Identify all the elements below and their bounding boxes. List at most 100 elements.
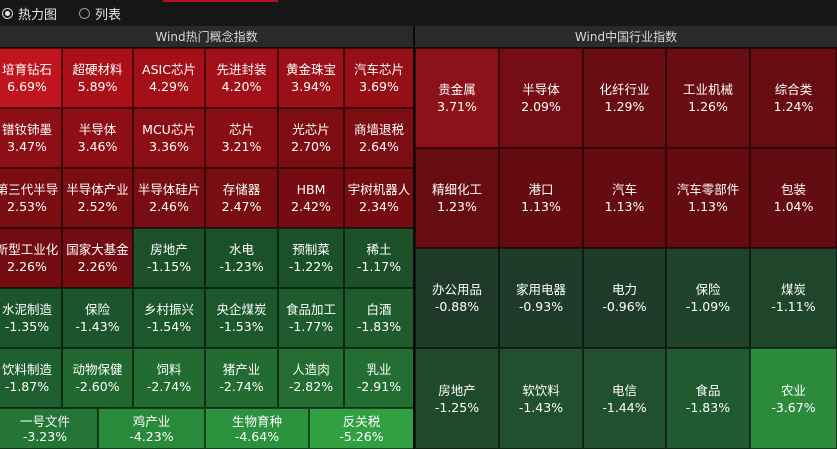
heatmap-tile[interactable]: 动物保健 -2.60% [62,348,133,408]
heatmap-tile[interactable]: 预制菜 -1.22% [278,228,344,288]
heatmap-tile[interactable]: 电力 -0.96% [583,248,666,348]
heatmap-tile[interactable]: 半导体 2.09% [499,48,583,148]
heatmap-tile[interactable]: 水电 -1.23% [205,228,278,288]
tile-name: 生物育种 [231,413,282,429]
tile-name: 光芯片 [292,122,330,137]
heatmap-tile[interactable]: 办公用品 -0.88% [415,248,499,348]
heatmap-tile[interactable]: 食品加工 -1.77% [278,288,344,348]
heatmap-tile[interactable]: 鸡产业 -4.23% [98,408,205,449]
tile-change: 3.47% [7,139,47,154]
tile-change: 1.23% [437,199,477,214]
heatmap-tile[interactable]: 超硬材料 5.89% [62,48,133,108]
right-panel-title: Wind中国行业指数 [415,26,837,48]
tile-name: 农业 [780,382,806,398]
heatmap-tile[interactable]: 包装 1.04% [750,148,837,248]
heatmap-tile[interactable]: 半导体 3.46% [62,108,133,168]
tile-name: 宇树机器人 [347,182,411,197]
tile-change: -4.23% [129,428,174,444]
heatmap-tile[interactable]: 猪产业 -2.74% [205,348,278,408]
heatmap-tile[interactable]: 商墙退税 2.64% [344,108,414,168]
heatmap-tile[interactable]: 水泥制造 -1.35% [0,288,62,348]
heatmap-tile[interactable]: 家用电器 -0.93% [499,248,583,348]
heatmap-tile[interactable]: 精细化工 1.23% [415,148,499,248]
tile-change: 2.52% [77,199,118,214]
tile-name: 一号文件 [19,413,70,429]
tile-change: 6.69% [7,79,47,94]
tile-name: 动物保健 [72,362,123,377]
heatmap-tile[interactable]: 保险 -1.09% [666,248,750,348]
heatmap-tile[interactable]: 房地产 -1.25% [415,348,499,449]
list-radio-label: 列表 [95,7,122,23]
heatmap-tile[interactable]: MCU芯片 3.36% [133,108,205,168]
heatmap-tile[interactable]: 半导体硅片 2.46% [133,168,205,228]
heatmap-tile[interactable]: 房地产 -1.15% [133,228,205,288]
heatmap-tile[interactable]: 镨钕铈墨 3.47% [0,108,62,168]
heatmap-tile[interactable]: 贵金属 3.71% [415,48,499,148]
heatmap-tile[interactable]: 汽车芯片 3.69% [344,48,414,108]
heatmap-tile[interactable]: 保险 -1.43% [62,288,133,348]
heatmap-tile[interactable]: 食品 -1.83% [666,348,750,449]
heatmap-tile[interactable]: 人造肉 -2.82% [278,348,344,408]
tile-change: -1.22% [288,259,334,274]
heatmap-tile[interactable]: 电信 -1.44% [583,348,666,449]
heatmap-tile[interactable]: 芯片 3.21% [205,108,278,168]
heatmap-tile[interactable]: 半导体产业 2.52% [62,168,133,228]
heatmap-tile[interactable]: 光芯片 2.70% [278,108,344,168]
tile-change: -2.91% [356,379,402,394]
heatmap-tile[interactable]: 综合类 1.24% [750,48,837,148]
heatmap-tile[interactable]: 乳业 -2.91% [344,348,414,408]
heatmap-tile[interactable]: ASIC芯片 4.29% [133,48,205,108]
heatmap-tile[interactable]: 乡村振兴 -1.54% [133,288,205,348]
heatmap-tile[interactable]: 一号文件 -3.23% [0,408,98,449]
tile-name: ASIC芯片 [142,62,196,77]
tile-name: 存储器 [222,182,261,197]
heatmap-radio[interactable]: 热力图 [2,5,57,23]
heatmap-tile[interactable]: 稀土 -1.17% [344,228,414,288]
tile-change: -2.74% [219,379,264,394]
list-radio[interactable]: 列表 [79,5,122,23]
heatmap-tile[interactable]: 第三代半导 2.53% [0,168,62,228]
heatmap-tile[interactable]: 煤炭 -1.11% [750,248,837,348]
tile-change: -2.60% [75,379,120,394]
heatmap-tile[interactable]: 白酒 -1.83% [344,288,414,348]
heatmap-tile[interactable]: 汽车 1.13% [583,148,666,248]
heatmap-tile[interactable]: 汽车零部件 1.13% [666,148,750,248]
heatmap-tile[interactable]: 央企煤炭 -1.53% [205,288,278,348]
tile-name: 软饮料 [522,382,560,398]
tile-change: -1.53% [219,319,264,334]
tile-name: 芯片 [228,122,254,137]
tile-name: 先进封装 [216,62,267,77]
tile-name: 预制菜 [292,242,330,257]
heatmap-tile[interactable]: 先进封装 4.20% [205,48,278,108]
heatmap-tile[interactable]: 软饮料 -1.43% [499,348,583,449]
tile-change: -1.35% [4,319,50,334]
tile-change: 2.47% [221,199,262,214]
tile-name: 办公用品 [431,282,482,297]
heatmap-tile[interactable]: 国家大基金 2.26% [62,228,133,288]
heatmap-tile[interactable]: 培育钻石 6.69% [0,48,62,108]
tile-name: 第三代半导 [0,182,59,197]
tile-change: -0.88% [434,299,480,314]
heatmap-tile[interactable]: 黄金珠宝 3.94% [278,48,344,108]
heatmap-tile[interactable]: 存储器 2.47% [205,168,278,228]
heatmap-tile[interactable]: 港口 1.13% [499,148,583,248]
tile-change: -1.77% [288,319,334,334]
heatmap-tile[interactable]: 反关税 -5.26% [309,408,414,449]
heatmap-tile[interactable]: 生物育种 -4.64% [205,408,309,449]
heatmap-tile[interactable]: 化纤行业 1.29% [583,48,666,148]
heatmap-tile[interactable]: 饮料制造 -1.87% [0,348,62,408]
tile-change: 3.46% [77,139,118,154]
heatmap-tile[interactable]: 农业 -3.67% [750,348,837,449]
heatmap-tile[interactable]: HBM 2.42% [278,168,344,228]
heatmap-tile[interactable]: 新型工业化 2.26% [0,228,62,288]
heatmap-tile[interactable]: 饲料 -2.74% [133,348,205,408]
tile-name: 综合类 [774,82,813,97]
tile-change: -1.25% [434,399,480,415]
tile-change: 5.89% [77,79,118,94]
tile-name: 电信 [611,382,637,398]
heatmap-tile[interactable]: 工业机械 1.26% [666,48,750,148]
heatmap-tile[interactable]: 宇树机器人 2.34% [344,168,414,228]
tile-name: 培育钻石 [1,62,52,77]
radio-selected-icon [2,7,13,19]
tile-name: 半导体产业 [66,182,129,197]
